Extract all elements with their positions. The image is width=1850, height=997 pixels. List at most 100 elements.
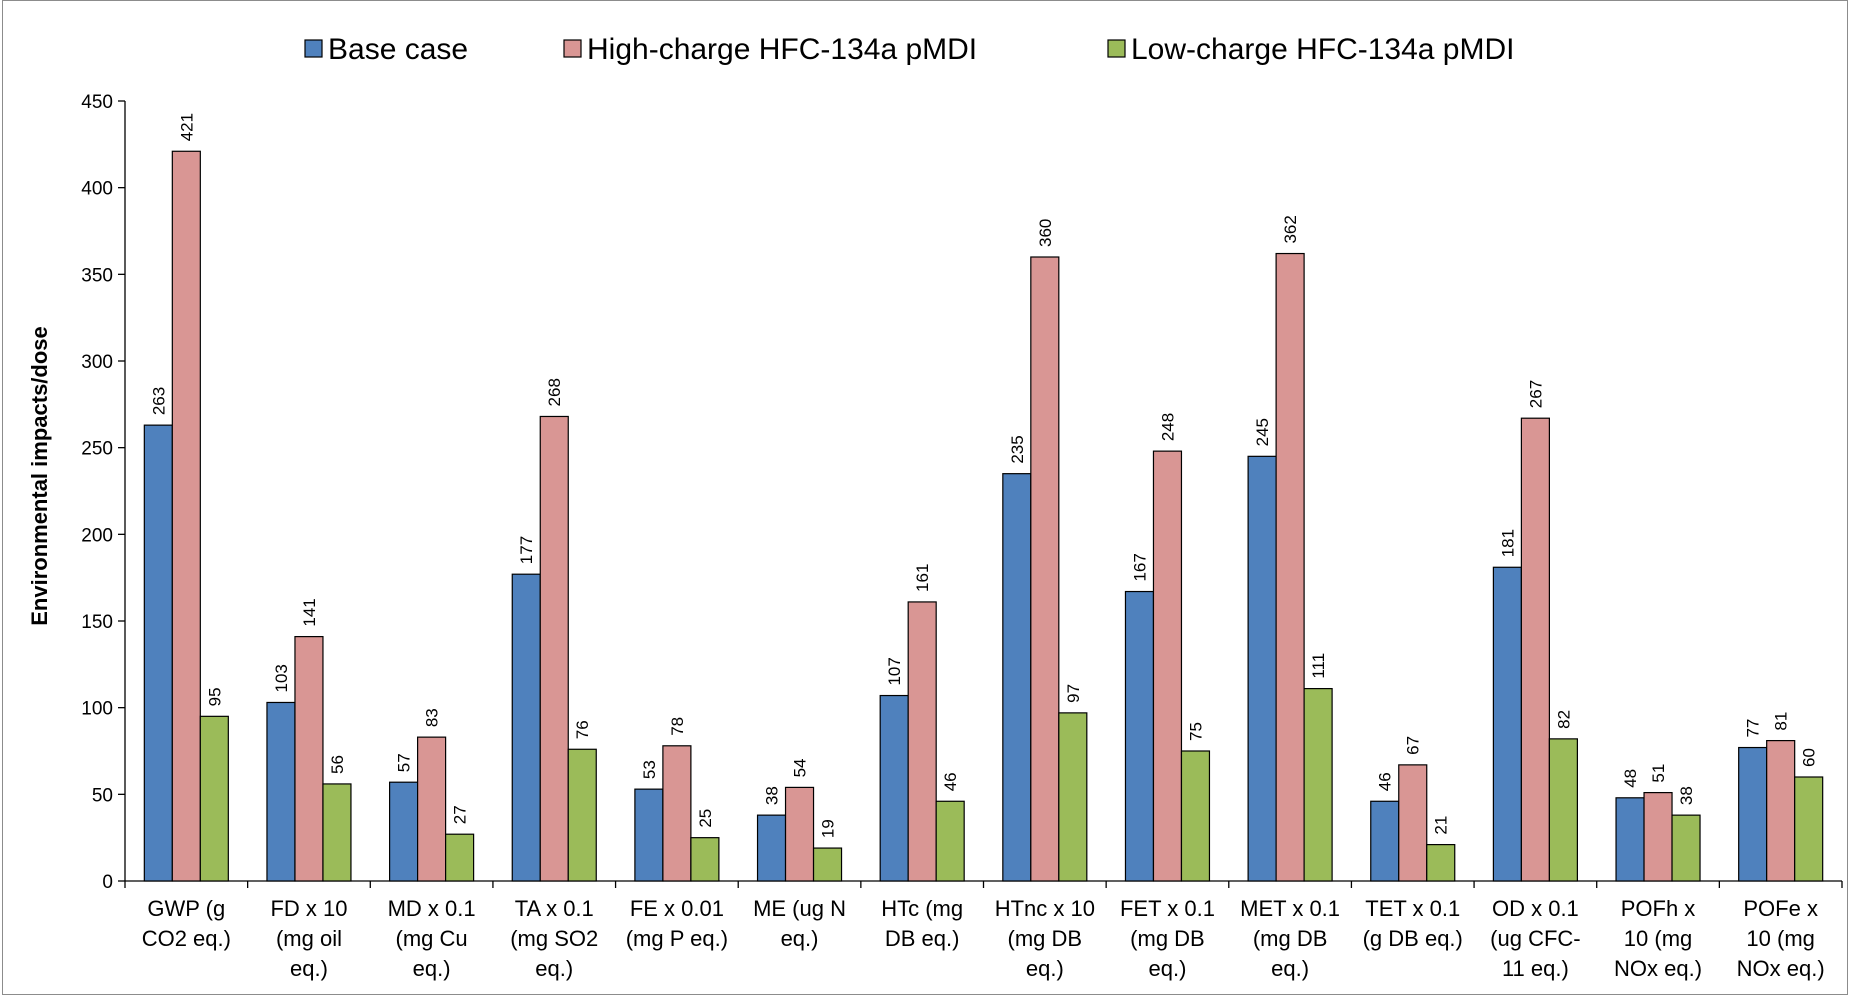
bar xyxy=(1426,843,1456,882)
bar xyxy=(266,701,296,882)
bar xyxy=(1180,750,1211,882)
value-label: 67 xyxy=(1404,736,1423,755)
bar xyxy=(1124,590,1155,882)
bar xyxy=(1370,800,1400,882)
legend-label: Low-charge HFC-134a pMDI xyxy=(1131,33,1514,66)
bar xyxy=(1303,687,1333,882)
bar xyxy=(1794,776,1824,882)
legend: Base case High-charge HFC-134a pMDI Low-ch… xyxy=(304,33,1514,66)
bar xyxy=(1398,764,1428,882)
bar xyxy=(567,748,597,882)
value-label: 362 xyxy=(1281,215,1300,243)
value-label: 77 xyxy=(1744,719,1763,738)
value-labels: 263 421 95 103 141 56 57 83 27 177 268 76 53 78 25 38 54… xyxy=(149,113,1818,838)
x-tick-label: FET x 0.1 (mg DB eq.) xyxy=(1120,896,1215,981)
y-tick-label: 300 xyxy=(81,352,113,373)
bar xyxy=(1738,746,1768,882)
bar xyxy=(1548,738,1578,882)
bar xyxy=(171,150,201,882)
value-label: 360 xyxy=(1036,219,1055,247)
value-label: 38 xyxy=(763,786,782,805)
value-label: 167 xyxy=(1130,553,1149,581)
y-axis-title: Environmental impacts/dose xyxy=(27,326,52,626)
value-label: 48 xyxy=(1621,769,1640,788)
bar xyxy=(417,736,447,882)
value-label: 111 xyxy=(1309,653,1328,679)
bar xyxy=(445,833,475,882)
bar xyxy=(634,788,664,882)
value-label: 78 xyxy=(668,717,687,736)
y-tick-label: 150 xyxy=(81,612,113,633)
value-label: 268 xyxy=(545,378,564,406)
value-label: 103 xyxy=(272,664,291,692)
x-tick-label: OD x 0.1 (ug CFC-11 eq.) xyxy=(1490,896,1580,981)
x-tick-label: FE x 0.01 (mg P eq.) xyxy=(626,896,728,951)
value-label: 25 xyxy=(696,809,715,828)
value-label: 177 xyxy=(517,536,536,564)
bar xyxy=(1520,417,1550,882)
bar xyxy=(1058,712,1088,882)
x-tick-label: FD x 10 (mg oil eq.) xyxy=(270,896,347,981)
x-tick-label: TA x 0.1 (mg SO2 eq.) xyxy=(510,896,598,981)
x-tick-label: TET x 0.1 (g DB eq.) xyxy=(1363,896,1463,951)
value-label: 263 xyxy=(149,387,168,415)
value-label: 245 xyxy=(1253,418,1272,446)
x-axis: GWP (g CO2 eq.) FD x 10 (mg oil eq.) MD x 0.1… xyxy=(124,880,1843,981)
value-label: 181 xyxy=(1498,529,1517,557)
value-label: 21 xyxy=(1432,816,1451,835)
value-label: 60 xyxy=(1800,748,1819,767)
bar xyxy=(812,847,843,882)
value-label: 141 xyxy=(300,598,319,626)
bar xyxy=(662,745,692,882)
value-label: 161 xyxy=(913,564,932,592)
value-label: 97 xyxy=(1064,684,1083,703)
value-label: 46 xyxy=(941,772,960,791)
value-label: 107 xyxy=(885,657,904,685)
bar xyxy=(322,783,352,882)
bar xyxy=(1766,739,1796,882)
value-label: 82 xyxy=(1554,710,1573,729)
y-tick-label: 50 xyxy=(92,785,113,806)
value-label: 421 xyxy=(177,113,196,141)
value-label: 267 xyxy=(1526,380,1545,408)
value-label: 76 xyxy=(573,720,592,739)
bar xyxy=(690,837,720,882)
bar xyxy=(539,415,569,882)
value-label: 51 xyxy=(1649,764,1668,783)
y-tick-label: 200 xyxy=(81,525,113,546)
bar xyxy=(879,694,909,882)
value-label: 54 xyxy=(791,758,810,777)
bar xyxy=(199,715,229,882)
y-tick-label: 400 xyxy=(81,179,113,200)
bar xyxy=(294,635,324,882)
bar xyxy=(1152,450,1183,882)
x-tick-label: MET x 0.1 (mg DB eq.) xyxy=(1240,896,1340,981)
bar xyxy=(1671,814,1701,882)
y-tick-label: 450 xyxy=(81,92,113,113)
y-tick-label: 0 xyxy=(102,872,113,893)
legend-swatch xyxy=(304,39,323,58)
x-tick-label: HTnc x 10 (mg DB eq.) xyxy=(995,896,1095,981)
bar xyxy=(935,800,965,882)
bar xyxy=(756,814,787,882)
y-tick-label: 100 xyxy=(81,699,113,720)
legend-label: High-charge HFC-134a pMDI xyxy=(587,33,977,66)
bar xyxy=(784,786,815,882)
value-label: 53 xyxy=(640,760,659,779)
x-tick-label: POFe x 10 (mg NOx eq.) xyxy=(1737,896,1825,981)
value-label: 248 xyxy=(1158,413,1177,441)
value-label: 38 xyxy=(1677,786,1696,805)
bar xyxy=(1002,473,1032,882)
bar xyxy=(1275,252,1305,882)
bar xyxy=(511,573,541,882)
value-label: 57 xyxy=(395,753,414,772)
bars xyxy=(143,150,1824,882)
value-label: 27 xyxy=(451,805,470,824)
x-tick-label: POFh x 10 (mg NOx eq.) xyxy=(1614,896,1702,981)
value-label: 19 xyxy=(819,819,838,838)
y-axis: 0 50 100 150 200 250 300 350 400 450 xyxy=(81,92,126,893)
value-label: 56 xyxy=(328,755,347,774)
legend-label: Base case xyxy=(328,33,468,66)
value-label: 81 xyxy=(1772,712,1791,731)
value-label: 83 xyxy=(423,708,442,727)
